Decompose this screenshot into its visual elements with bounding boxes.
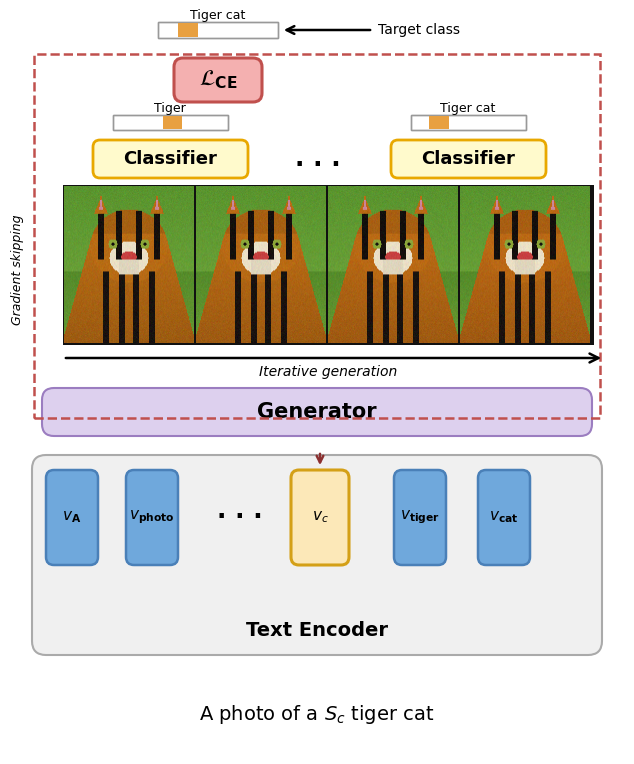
Text: $v_c$: $v_c$: [312, 509, 328, 525]
Text: Target class: Target class: [378, 23, 460, 37]
FancyBboxPatch shape: [32, 455, 602, 655]
Text: $v_{\mathbf{A}}$: $v_{\mathbf{A}}$: [62, 509, 82, 525]
Text: Tiger cat: Tiger cat: [190, 9, 246, 22]
Bar: [34, 54, 600, 418]
FancyBboxPatch shape: [93, 140, 248, 178]
Text: $v_{\mathbf{tiger}}$: $v_{\mathbf{tiger}}$: [400, 508, 440, 526]
Text: . . .: . . .: [295, 147, 341, 171]
Text: $\mathcal{L}_{\mathbf{CE}}$: $\mathcal{L}_{\mathbf{CE}}$: [199, 69, 237, 92]
Text: Classifier: Classifier: [421, 150, 515, 168]
Bar: [429, 116, 449, 129]
FancyBboxPatch shape: [478, 470, 530, 565]
FancyBboxPatch shape: [391, 140, 546, 178]
FancyBboxPatch shape: [46, 470, 98, 565]
Bar: [63, 185, 594, 345]
Text: Gradient skipping: Gradient skipping: [11, 215, 25, 325]
FancyBboxPatch shape: [174, 58, 262, 102]
Text: $v_{\mathbf{cat}}$: $v_{\mathbf{cat}}$: [489, 509, 519, 525]
Text: Text Encoder: Text Encoder: [246, 621, 388, 640]
Text: Generator: Generator: [257, 402, 377, 422]
FancyBboxPatch shape: [394, 470, 446, 565]
Text: Tiger: Tiger: [154, 102, 186, 115]
Bar: [158, 22, 278, 38]
Text: Iterative generation: Iterative generation: [259, 365, 397, 379]
Bar: [410, 115, 526, 130]
Text: Tiger cat: Tiger cat: [440, 102, 496, 115]
Bar: [410, 115, 526, 130]
Bar: [112, 115, 228, 130]
Bar: [158, 22, 278, 38]
Bar: [112, 115, 228, 130]
Text: · · ·: · · ·: [217, 505, 263, 529]
Bar: [162, 116, 182, 129]
Text: $v_{\mathbf{photo}}$: $v_{\mathbf{photo}}$: [129, 508, 175, 526]
FancyBboxPatch shape: [42, 388, 592, 436]
Bar: [178, 23, 198, 37]
Text: Classifier: Classifier: [123, 150, 217, 168]
Text: A photo of a $S_c$ tiger cat: A photo of a $S_c$ tiger cat: [200, 703, 434, 726]
FancyBboxPatch shape: [291, 470, 349, 565]
FancyBboxPatch shape: [126, 470, 178, 565]
